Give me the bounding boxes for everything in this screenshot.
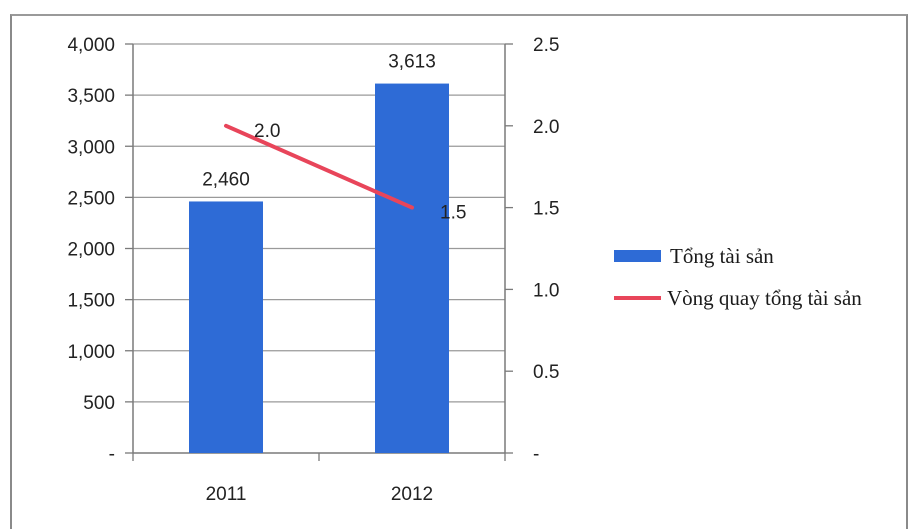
y-left-tick-label: 3,000 bbox=[67, 137, 115, 158]
legend-label-line: Vòng quay tổng tài sản bbox=[667, 286, 862, 310]
chart-frame bbox=[10, 14, 908, 529]
y-right-tick-label: 2.0 bbox=[533, 117, 559, 138]
line-series bbox=[224, 123, 414, 210]
legend-swatch-bar bbox=[614, 250, 661, 262]
line-data-label: 2.0 bbox=[254, 121, 280, 142]
y-left-tick-label: - bbox=[109, 444, 115, 465]
y-left-tick-label: 1,000 bbox=[67, 342, 115, 363]
y-left-tick-label: 2,500 bbox=[67, 188, 115, 209]
legend: Tổng tài sản Vòng quay tổng tài sản bbox=[614, 244, 862, 310]
y-left-tick-label: 4,000 bbox=[67, 35, 115, 56]
legend-label-bar: Tổng tài sản bbox=[670, 244, 774, 268]
bar bbox=[189, 201, 263, 453]
line-series-path bbox=[224, 123, 414, 210]
line-data-label: 1.5 bbox=[440, 203, 466, 224]
y-right-tick-label: 1.0 bbox=[533, 280, 559, 301]
y-left-tick-label: 2,000 bbox=[67, 240, 115, 261]
bar-data-label: 2,460 bbox=[202, 169, 250, 190]
y-right-tick-label: 1.5 bbox=[533, 199, 559, 220]
bar-series bbox=[189, 83, 449, 454]
axes: - 500 1,000 1,500 2,000 2,500 3,000 3,500 4,000 -… bbox=[67, 35, 559, 505]
y-left-tick-label: 500 bbox=[83, 393, 115, 414]
y-right-tick-label: 0.5 bbox=[533, 362, 559, 383]
data-labels: 2,460 3,613 2.0 1.5 bbox=[202, 52, 466, 224]
y-left-tick-label: 3,500 bbox=[67, 86, 115, 107]
x-tick-label: 2011 bbox=[206, 484, 247, 505]
y-right-tick-label: - bbox=[533, 444, 539, 465]
y-right-tick-label: 2.5 bbox=[533, 35, 559, 56]
bar-data-label: 3,613 bbox=[388, 52, 436, 73]
bar bbox=[375, 83, 449, 454]
x-tick-label: 2012 bbox=[391, 484, 433, 505]
y-left-tick-label: 1,500 bbox=[67, 291, 115, 312]
